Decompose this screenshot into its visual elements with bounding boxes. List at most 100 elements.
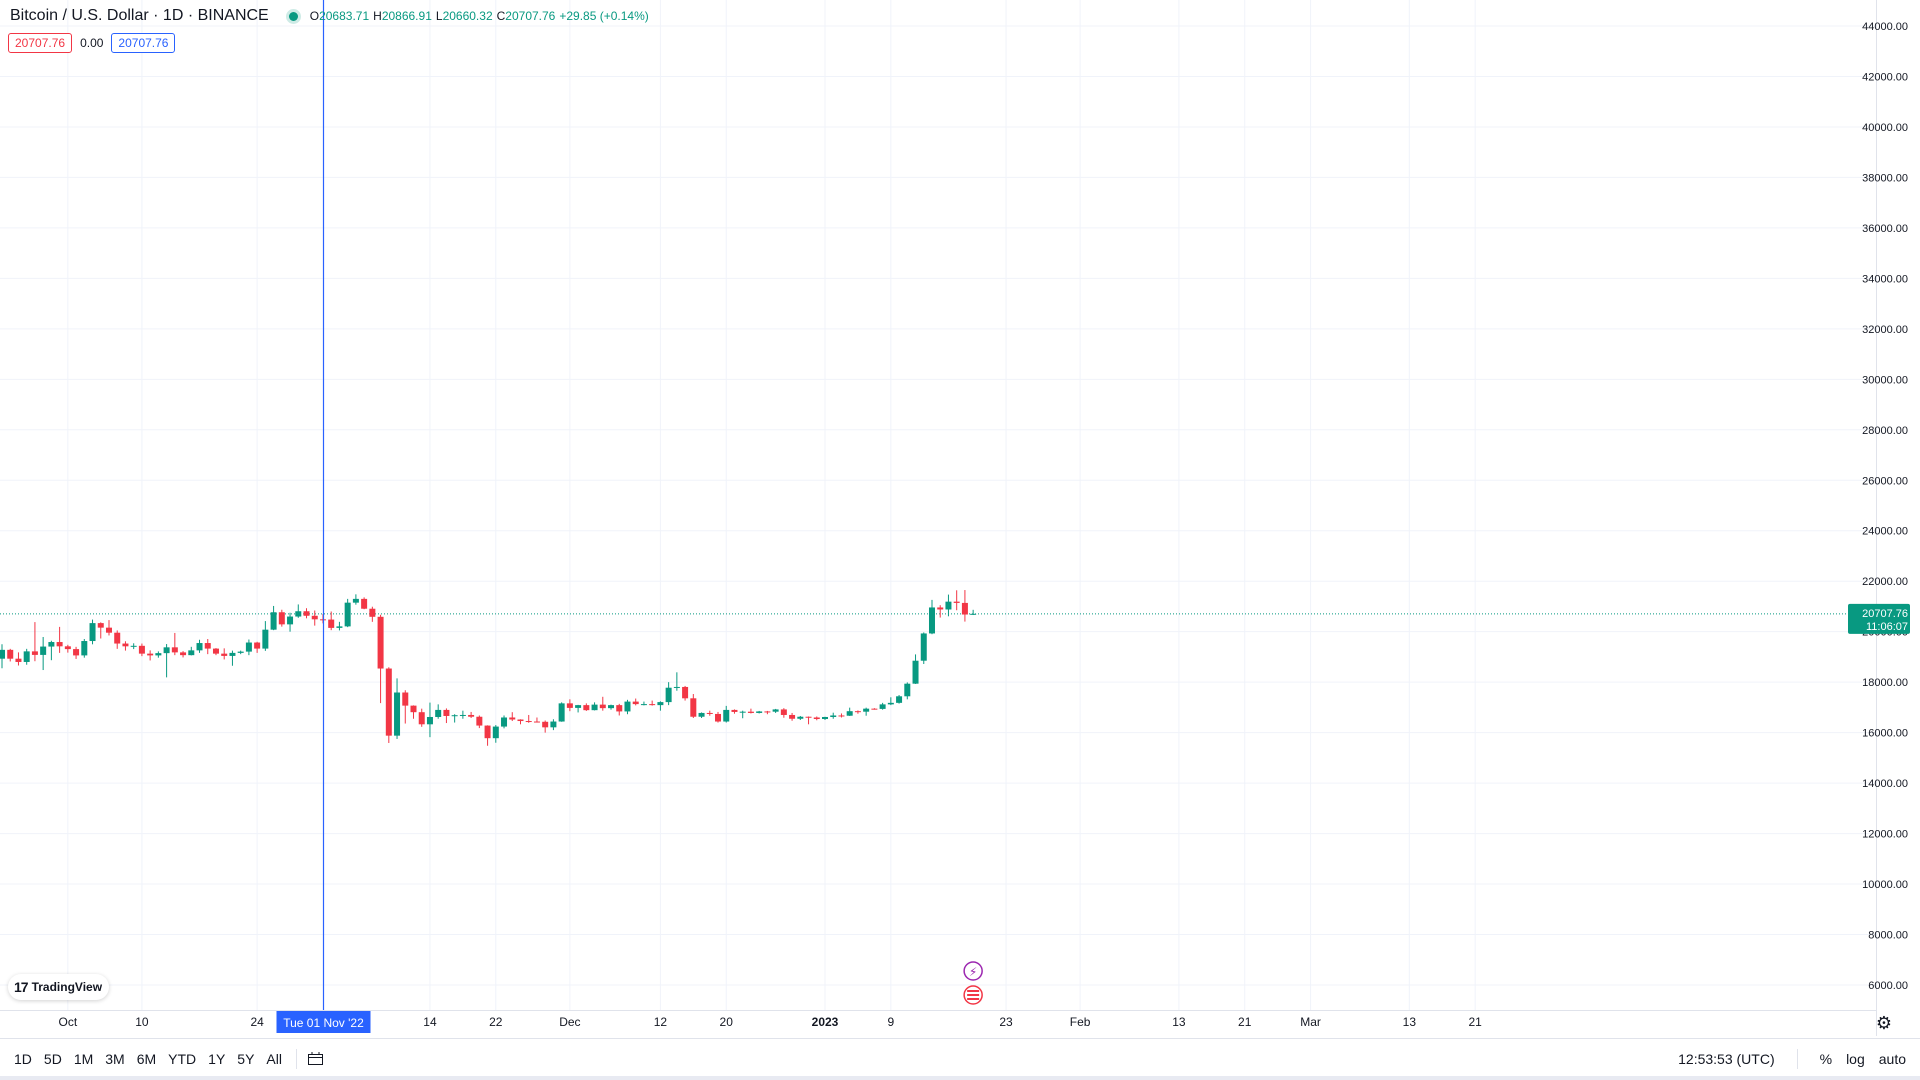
candle-down[interactable] (171, 647, 178, 653)
range-all-button[interactable]: All (266, 1050, 282, 1067)
candle-up[interactable] (912, 660, 919, 684)
candle-up[interactable] (665, 687, 672, 703)
candle-down[interactable] (476, 716, 483, 726)
candle-up[interactable] (904, 683, 911, 697)
candle-up[interactable] (459, 714, 466, 716)
candle-up[interactable] (887, 702, 894, 705)
candle-up[interactable] (426, 716, 433, 725)
candle-down[interactable] (690, 698, 697, 717)
price-chart[interactable]: 44000.00 42000.00 40000.00 38000.00 36000.00… (0, 0, 1920, 1040)
candle-down[interactable] (599, 704, 606, 709)
candle-up[interactable] (295, 611, 302, 617)
candle-down[interactable] (410, 705, 417, 713)
range-ytd-button[interactable]: YTD (168, 1050, 197, 1067)
candle-down[interactable] (682, 686, 689, 699)
range-3m-button[interactable]: 3M (105, 1050, 125, 1067)
range-1m-button[interactable]: 1M (73, 1050, 94, 1067)
candle-down[interactable] (838, 715, 845, 717)
candle-down[interactable] (377, 616, 384, 669)
candle-up[interactable] (640, 704, 647, 706)
candle-up[interactable] (287, 616, 294, 625)
horizontal-scrollbar[interactable] (0, 1076, 1920, 1080)
candle-down[interactable] (747, 711, 754, 713)
candle-down[interactable] (180, 652, 187, 656)
candle-down[interactable] (56, 642, 63, 647)
candle-down[interactable] (64, 646, 71, 650)
candle-up[interactable] (928, 607, 935, 634)
sell-price-box[interactable]: 20707.76 (8, 33, 73, 53)
candle-up[interactable] (624, 701, 631, 712)
candle-up[interactable] (237, 651, 244, 653)
candle-up[interactable] (245, 642, 252, 652)
candle-down[interactable] (15, 658, 22, 662)
candle-down[interactable] (542, 721, 549, 728)
candle-down[interactable] (533, 721, 540, 723)
candle-up[interactable] (945, 601, 952, 610)
candle-down[interactable] (254, 642, 261, 649)
candle-down[interactable] (715, 713, 722, 722)
candle-up[interactable] (698, 712, 705, 717)
market-status-icon[interactable] (288, 11, 298, 21)
candle-up[interactable] (492, 726, 499, 739)
candle-down[interactable] (509, 717, 516, 720)
candle-up[interactable] (970, 613, 977, 615)
candle-up[interactable] (262, 629, 269, 649)
candle-down[interactable] (961, 602, 968, 615)
candle-down[interactable] (780, 709, 787, 715)
candle-up[interactable] (81, 641, 88, 656)
candle-down[interactable] (871, 708, 878, 710)
candle-down[interactable] (385, 668, 392, 736)
candle-down[interactable] (122, 643, 129, 647)
candle-up[interactable] (657, 702, 664, 706)
candle-up[interactable] (673, 686, 680, 688)
candle-up[interactable] (797, 716, 804, 719)
candle-down[interactable] (212, 648, 219, 654)
candle-up[interactable] (229, 652, 236, 656)
candle-up[interactable] (394, 692, 401, 736)
candle-up[interactable] (863, 708, 870, 712)
candle-up[interactable] (270, 612, 277, 630)
candle-down[interactable] (854, 711, 861, 713)
candle-up[interactable] (575, 705, 582, 708)
candle-down[interactable] (632, 701, 639, 705)
candle-up[interactable] (830, 715, 837, 717)
candle-down[interactable] (706, 712, 713, 714)
candle-down[interactable] (311, 615, 318, 620)
candle-up[interactable] (188, 650, 195, 656)
candle-up[interactable] (48, 642, 55, 647)
candle-down[interactable] (525, 721, 532, 723)
candle-up[interactable] (336, 626, 343, 628)
candle-down[interactable] (402, 692, 409, 706)
candle-up[interactable] (501, 717, 508, 727)
candle-up[interactable] (846, 711, 853, 716)
candle-down[interactable] (147, 653, 154, 656)
candle-down[interactable] (361, 598, 368, 609)
candle-down[interactable] (649, 704, 656, 706)
candle-down[interactable] (616, 705, 623, 712)
go-to-date-icon[interactable] (305, 1050, 327, 1068)
auto-scale-toggle[interactable]: auto (1878, 1050, 1906, 1067)
candle-down[interactable] (484, 725, 491, 739)
candle-down[interactable] (73, 649, 80, 656)
candle-down[interactable] (204, 643, 211, 649)
chart-settings-gear-icon[interactable]: ⚙ (1875, 1012, 1893, 1033)
candle-down[interactable] (7, 649, 14, 659)
candle-down[interactable] (468, 714, 475, 717)
candle-up[interactable] (550, 721, 557, 728)
candle-down[interactable] (953, 601, 960, 603)
candle-down[interactable] (278, 612, 285, 625)
candle-down[interactable] (764, 711, 771, 713)
candle-up[interactable] (451, 715, 458, 717)
candle-up[interactable] (723, 709, 730, 722)
tradingview-logo[interactable]: 17 TradingView (8, 974, 109, 1000)
candle-up[interactable] (822, 716, 828, 720)
candle-down[interactable] (114, 632, 121, 644)
log-scale-toggle[interactable]: log (1846, 1050, 1865, 1067)
candle-up[interactable] (608, 705, 615, 709)
candle-up[interactable] (772, 709, 779, 712)
candle-down[interactable] (789, 714, 796, 719)
candle-down[interactable] (583, 705, 590, 711)
utc-clock[interactable]: 12:53:53 (UTC) (1678, 1050, 1775, 1067)
earnings-event-icon[interactable] (963, 961, 983, 981)
candle-up[interactable] (155, 653, 162, 656)
